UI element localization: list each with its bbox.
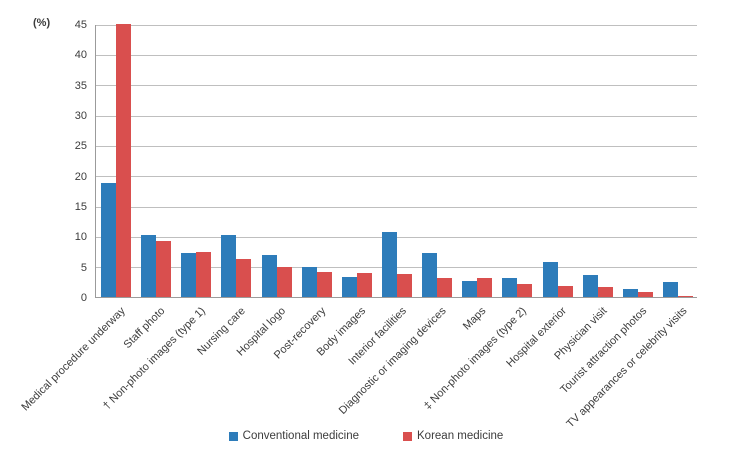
bar-korean	[677, 295, 693, 297]
bar-conventional	[101, 182, 117, 297]
x-category-label: † Non-photo images (type 1)	[100, 305, 208, 413]
bar-korean	[557, 286, 573, 297]
bar-conventional	[261, 254, 277, 297]
bar-korean	[437, 277, 453, 297]
bar-conventional	[462, 281, 478, 297]
gridline	[96, 24, 697, 26]
bar-korean	[116, 24, 132, 297]
x-category-label: ‡ Non-photo images (type 2)	[421, 305, 529, 413]
bar-korean	[517, 283, 533, 297]
bar-korean	[397, 273, 412, 297]
bar-korean	[637, 291, 653, 297]
legend-label-korean: Korean medicine	[417, 430, 504, 442]
y-axis-unit-label: (%)	[33, 17, 51, 29]
bar-conventional	[542, 262, 558, 297]
y-tick-label: 25	[74, 140, 87, 153]
bar-korean	[196, 252, 212, 297]
y-tick-label: 5	[80, 261, 87, 274]
bar-conventional	[221, 235, 237, 297]
gridline	[96, 176, 697, 178]
legend: Conventional medicine Korean medicine	[0, 430, 732, 442]
bar-conventional	[301, 267, 317, 297]
x-category-label: Interior facilities	[345, 305, 409, 368]
x-category-label: Physician visit	[551, 305, 610, 363]
bar-korean	[236, 259, 252, 297]
bar-conventional	[662, 282, 678, 297]
legend-item-conventional: Conventional medicine	[228, 430, 360, 442]
bar-conventional	[382, 232, 397, 297]
x-category-label: TV appearances or celebrity visits	[564, 305, 690, 431]
bar-korean	[477, 278, 493, 297]
x-category-label: Maps	[461, 305, 489, 333]
x-category-label: Nursing care	[195, 305, 248, 358]
bar-korean	[316, 271, 332, 297]
bar-korean	[356, 272, 372, 297]
bar-conventional	[141, 235, 157, 297]
legend-swatch-conventional-icon	[228, 431, 238, 441]
legend-item-korean: Korean medicine	[403, 430, 503, 442]
x-category-label: Hospital logo	[234, 305, 289, 359]
bar-conventional	[502, 278, 518, 297]
y-tick-label: 45	[74, 19, 87, 31]
plot-area	[95, 24, 697, 298]
bar-conventional	[181, 253, 197, 297]
y-tick-label: 15	[74, 201, 87, 213]
y-tick-label: 10	[74, 231, 87, 244]
gridline	[96, 85, 697, 87]
legend-swatch-korean-icon	[403, 431, 413, 441]
y-tick-label: 0	[80, 292, 87, 304]
bar-korean	[276, 267, 292, 297]
gridline	[96, 206, 697, 208]
x-category-label: Body images	[314, 305, 369, 359]
bar-conventional	[422, 253, 438, 297]
gridline	[96, 145, 697, 147]
x-category-label: Medical procedure underway	[19, 305, 128, 414]
x-category-label: Diagnostic or imaging devices	[336, 305, 449, 417]
bar-conventional	[341, 276, 357, 297]
x-category-label: Tourist attraction photos	[558, 305, 650, 397]
legend-label-conventional: Conventional medicine	[242, 430, 360, 442]
y-tick-label: 20	[74, 170, 87, 183]
bar-conventional	[582, 275, 598, 297]
y-tick-label: 35	[74, 79, 87, 92]
bar-korean	[156, 240, 172, 297]
y-tick-label: 30	[74, 110, 87, 122]
bar-korean	[597, 287, 613, 297]
x-category-label: Hospital exterior	[504, 305, 570, 370]
y-tick-label: 40	[74, 49, 87, 62]
gridline	[96, 115, 697, 117]
x-category-label: Post-recovery	[271, 305, 329, 362]
x-category-label: Staff photo	[121, 305, 168, 351]
gridline	[96, 54, 697, 56]
bar-conventional	[622, 289, 638, 297]
